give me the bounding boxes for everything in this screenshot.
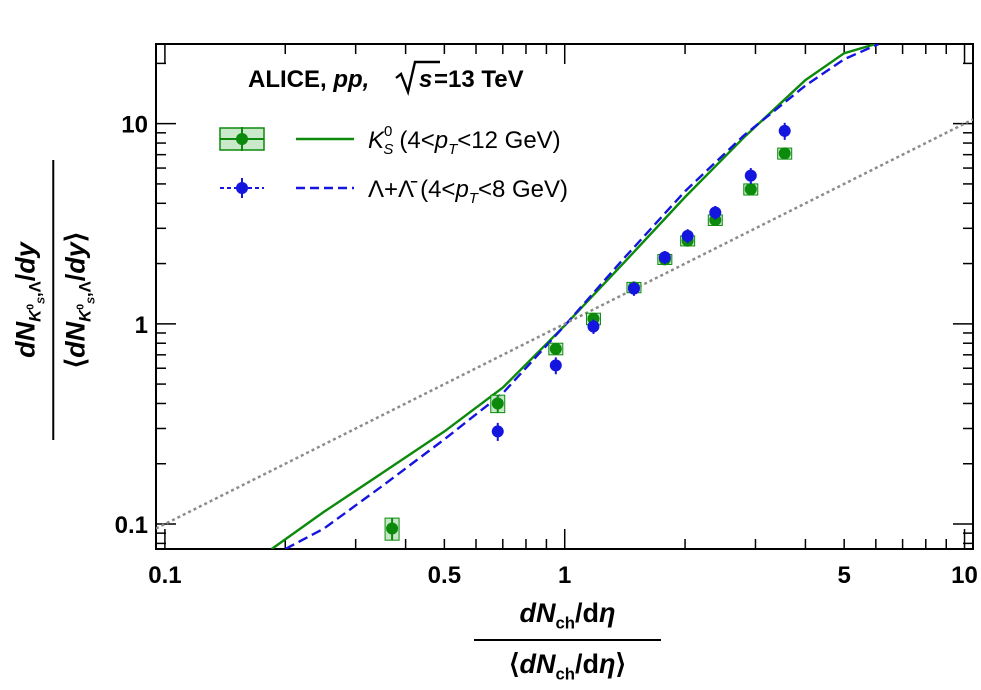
lambda-point: [627, 282, 640, 295]
lambda-point: [744, 169, 757, 182]
axis-tick-labels: 0.1 0.5 1 5 10 0.1 1 10: [115, 112, 978, 589]
x-tick-label: 0.5: [428, 562, 461, 589]
y-tick-label: 1: [135, 312, 148, 339]
chart-title: ALICE, pp, s =13 TeV: [248, 60, 524, 97]
sqrt-sign: [395, 60, 440, 97]
legend-entry-lambda: Λ+Λ̄ (4<pT<8 GeV): [220, 176, 568, 207]
curve-line: [284, 44, 880, 549]
data-points: [384, 122, 793, 541]
k0s-point: [386, 522, 399, 535]
k0s-point: [549, 342, 562, 355]
lambda-point: [778, 124, 791, 137]
legend: K0 S (4<pT<12 GeV) Λ+Λ̄ (4<pT<8 GeV): [219, 123, 568, 207]
k0s-point: [491, 397, 504, 410]
legend-lambda-label: Λ+Λ̄ (4<pT<8 GeV): [368, 176, 568, 207]
legend-k0s-label: K0 S (4<pT<12 GeV): [368, 123, 561, 158]
x-tick-label: 1: [558, 562, 571, 589]
x-tick-label: 5: [837, 562, 850, 589]
x-axis-label: dNch/dη ⟨dNch/dη⟩: [470, 598, 665, 685]
x-tick-label: 10: [951, 562, 978, 589]
lambda-point: [491, 425, 504, 438]
legend-entry-k0s: K0 S (4<pT<12 GeV): [219, 123, 561, 158]
lambda-point: [658, 251, 671, 264]
legend-lambda-marker: [236, 182, 248, 194]
y-tick-label: 0.1: [115, 512, 148, 539]
x-tick-label: 0.1: [148, 562, 181, 589]
plot-frame: [155, 43, 974, 550]
title-energy: =13 TeV: [434, 66, 524, 93]
y-axis-label: dNK0S,Λ/dy ⟨dNK0S,Λ/dy⟩: [10, 150, 98, 450]
title-s: s: [419, 66, 432, 93]
title-experiment: ALICE,: [248, 66, 327, 93]
lambda-point: [709, 206, 722, 219]
lambda-point: [549, 359, 562, 372]
lambda-point: [681, 229, 694, 242]
k0s-point: [744, 183, 757, 196]
axis-ticks: [156, 44, 973, 549]
y-tick-label: 10: [121, 112, 148, 139]
curve-line: [156, 118, 973, 530]
svg-text:ALICE, pp,: ALICE, pp,: [248, 66, 369, 93]
curve-line: [271, 44, 877, 549]
model-curves: [156, 44, 973, 549]
k0s-point: [778, 147, 791, 160]
legend-k0s-marker: [236, 133, 248, 145]
lambda-point: [587, 320, 600, 333]
title-system: pp,: [332, 66, 369, 93]
